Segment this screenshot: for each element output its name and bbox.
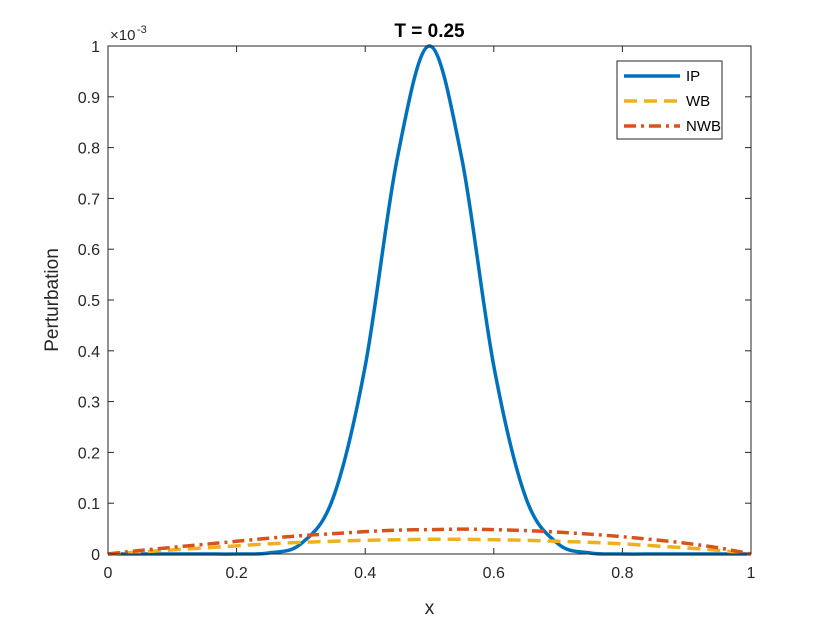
plot-frame (107, 45, 752, 555)
y-tick-label: 0 (91, 547, 100, 564)
y-tick-label: 0.4 (78, 344, 100, 361)
y-exponent-power: -3 (137, 24, 147, 36)
x-tick-label: 0 (104, 565, 113, 582)
legend-label-wb: WB (686, 93, 710, 110)
y-tick-label: 0.7 (78, 191, 100, 208)
legend-label-nwb: NWB (686, 118, 721, 135)
x-tick-label: 1 (747, 565, 756, 582)
x-tick-label: 0.2 (225, 565, 247, 582)
tick-labels: 0 0.2 0.4 0.6 0.8 1 0 0.1 0.2 0.3 0.4 0.5 0.6 0.7 0.8 0… (78, 39, 756, 582)
y-axis-label: Perturbation (42, 248, 63, 352)
series-line-wb (107, 537, 752, 556)
y-tick-label: 0.2 (78, 445, 100, 462)
legend-label-ip: IP (686, 68, 700, 85)
y-tick-label: 0.1 (78, 496, 100, 513)
series-line-nwb (107, 527, 752, 556)
y-exponent-label: ×10 (110, 27, 135, 44)
x-tick-label: 0.8 (611, 565, 633, 582)
y-tick-label: 0.9 (78, 90, 100, 107)
y-tick-label: 0.3 (78, 395, 100, 412)
x-axis-label: x (425, 598, 435, 619)
legend: IP WB NWB (616, 60, 723, 140)
x-tick-label: 0.6 (483, 565, 505, 582)
x-tick-label: 0.4 (354, 565, 376, 582)
y-tick-label: 0.8 (78, 141, 100, 158)
y-tick-label: 0.6 (78, 242, 100, 259)
y-tick-label: 0.5 (78, 293, 100, 310)
chart-title: T = 0.25 (394, 21, 465, 42)
y-tick-label: 1 (91, 39, 100, 56)
